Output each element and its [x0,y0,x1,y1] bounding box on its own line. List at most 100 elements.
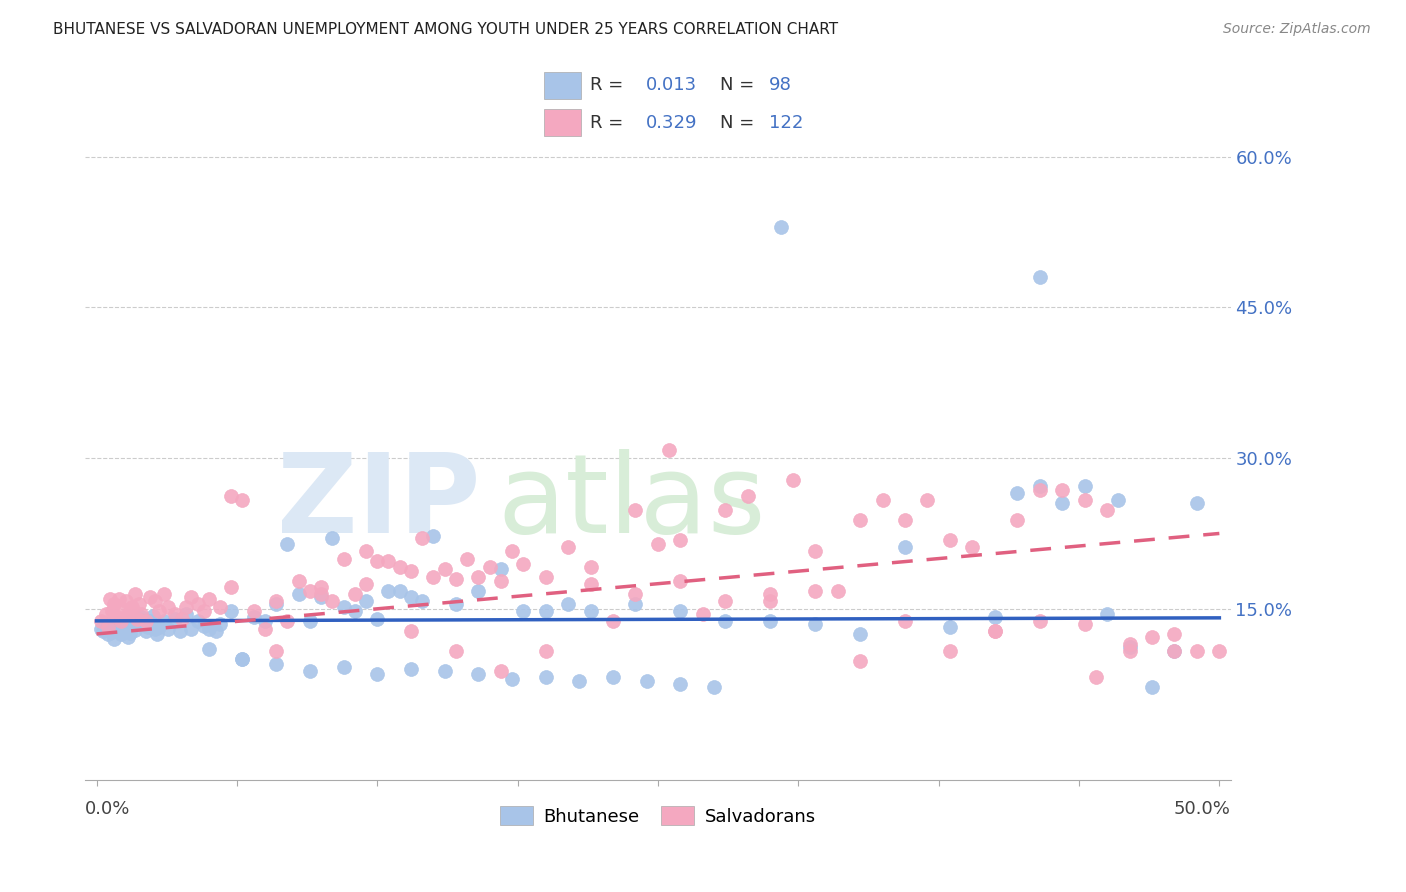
Point [193,604,215,618]
Point [849,513,872,527]
Point [399,590,422,604]
Point [101,624,124,639]
Point [714,503,737,517]
Point [132,615,155,630]
Point [1140,680,1163,694]
Point [478,559,501,574]
Point [309,580,332,594]
Point [624,597,647,611]
Point [1050,496,1073,510]
Point [894,540,917,554]
Point [264,644,287,658]
Point [142,608,165,623]
Point [253,622,276,636]
Point [143,622,166,636]
Point [253,614,276,628]
Point [433,664,456,678]
Point [1095,607,1118,621]
Point [343,604,366,618]
Text: 122: 122 [769,113,804,132]
Point [962,540,984,554]
Point [827,583,849,598]
Point [231,493,253,508]
Text: R =: R = [591,77,628,95]
Point [894,513,917,527]
Point [103,597,125,611]
Point [121,619,143,633]
Point [90,622,112,636]
Point [669,677,692,691]
Point [1107,493,1129,508]
Point [198,622,221,636]
Point [309,587,332,601]
Point [112,602,135,616]
Point [332,599,354,614]
Point [1007,513,1029,527]
Text: 0.013: 0.013 [645,77,697,95]
Point [444,572,467,586]
Point [264,597,287,611]
Point [108,591,131,606]
Point [849,654,872,668]
Point [157,622,180,636]
Point [120,626,142,640]
Point [939,620,962,634]
Point [939,644,962,658]
Point [557,597,579,611]
Text: N =: N = [720,77,759,95]
Point [1185,644,1208,658]
Point [411,532,433,546]
Point [91,624,114,638]
Point [143,594,166,608]
Legend: Bhutanese, Salvadorans: Bhutanese, Salvadorans [494,799,823,833]
Point [1084,670,1107,684]
Point [703,680,725,694]
Point [332,551,354,566]
Point [165,607,187,621]
Point [120,614,142,628]
Point [98,620,121,634]
Point [557,540,579,554]
Point [131,610,153,624]
Point [501,672,523,686]
Point [321,532,343,546]
Point [411,594,433,608]
Point [125,612,148,626]
Point [636,674,658,689]
Point [198,642,221,657]
Point [209,599,232,614]
Text: 0.329: 0.329 [645,113,697,132]
Point [124,623,146,637]
Point [105,610,128,624]
Point [939,533,962,548]
Point [209,616,232,631]
Point [97,620,120,634]
Point [1118,640,1140,654]
Point [157,599,180,614]
Point [456,551,478,566]
Point [135,624,157,638]
Text: 0.0%: 0.0% [86,800,131,818]
Point [321,594,343,608]
Point [534,670,557,684]
Point [489,561,512,575]
Point [187,597,209,611]
Point [579,559,602,574]
Point [534,644,557,658]
Point [377,553,399,567]
Point [422,529,444,543]
Point [165,612,187,626]
Point [804,583,827,598]
Point [1163,627,1185,641]
Point [332,660,354,674]
Point [512,604,534,618]
Point [114,622,136,636]
Point [276,536,298,550]
Text: atlas: atlas [498,449,766,556]
Point [579,576,602,591]
Point [1028,479,1050,493]
Point [219,580,242,594]
Point [624,503,647,517]
Point [444,644,467,658]
Point [1095,503,1118,517]
